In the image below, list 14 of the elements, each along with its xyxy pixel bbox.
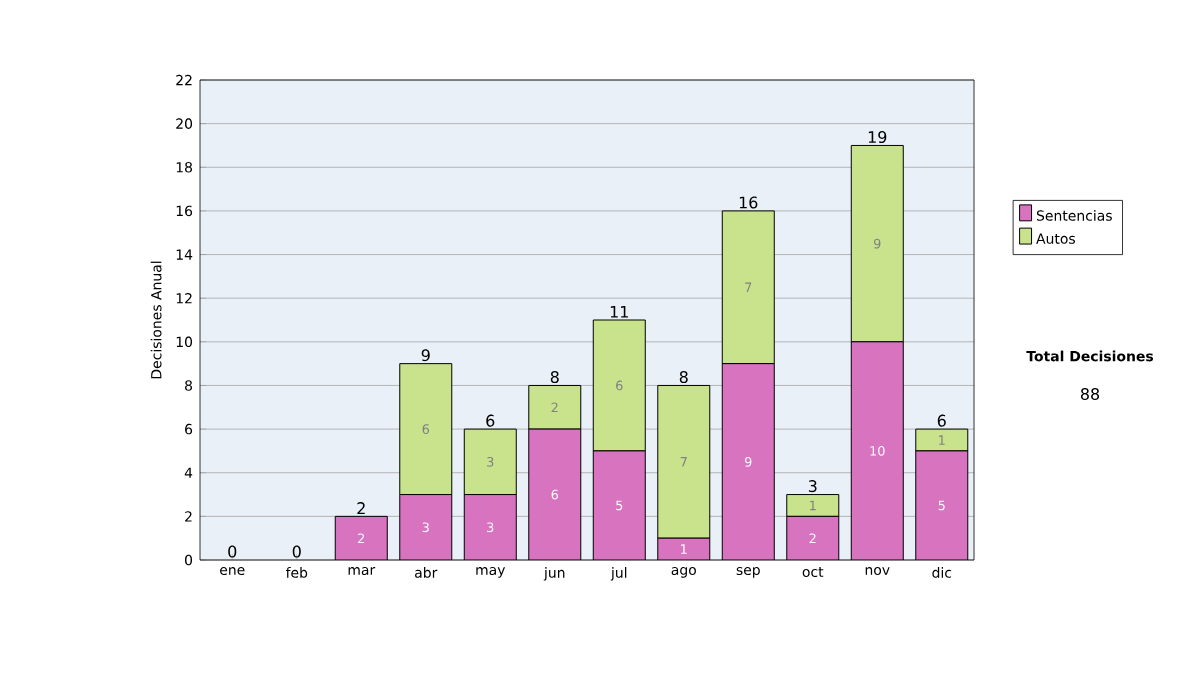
bar [786,494,840,517]
bar [399,363,453,496]
bar [851,341,904,560]
bar [528,384,582,430]
bar [463,428,517,496]
bar [399,494,452,560]
bar [335,516,388,560]
bar [786,516,839,560]
bar [528,429,581,560]
bar [593,450,646,560]
bar [657,384,711,539]
bar [915,450,969,560]
bar [464,494,517,560]
bar [722,363,775,560]
